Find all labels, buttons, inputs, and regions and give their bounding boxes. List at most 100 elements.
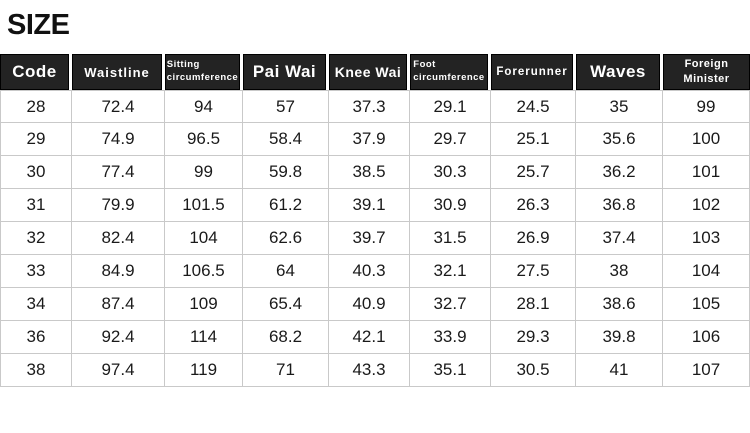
page-title: SIZE bbox=[7, 9, 70, 41]
table-row: 31 79.9 101.5 61.2 39.1 30.9 26.3 36.8 102 bbox=[0, 189, 750, 222]
cell-knee-wai: 39.7 bbox=[329, 222, 410, 255]
cell-code: 30 bbox=[0, 156, 72, 189]
cell-foreign-minister: 102 bbox=[663, 189, 750, 222]
cell-forerunner: 26.3 bbox=[491, 189, 576, 222]
cell-waves: 36.8 bbox=[576, 189, 663, 222]
cell-pai-wai: 64 bbox=[243, 255, 329, 288]
cell-sitting-circumference: 104 bbox=[165, 222, 243, 255]
cell-sitting-circumference: 106.5 bbox=[165, 255, 243, 288]
cell-knee-wai: 38.5 bbox=[329, 156, 410, 189]
table-row: 28 72.4 94 57 37.3 29.1 24.5 35 99 bbox=[0, 90, 750, 123]
cell-foot-circumference: 29.1 bbox=[410, 90, 491, 123]
table-row: 32 82.4 104 62.6 39.7 31.5 26.9 37.4 103 bbox=[0, 222, 750, 255]
size-table: Code Waistline Sitting circumference Pai Wai… bbox=[0, 54, 750, 387]
cell-foot-circumference: 30.3 bbox=[410, 156, 491, 189]
cell-foreign-minister: 101 bbox=[663, 156, 750, 189]
col-header-waves: Waves bbox=[576, 54, 663, 90]
cell-waistline: 79.9 bbox=[72, 189, 165, 222]
cell-pai-wai: 59.8 bbox=[243, 156, 329, 189]
col-header-code: Code bbox=[0, 54, 72, 90]
cell-foot-circumference: 32.1 bbox=[410, 255, 491, 288]
cell-waistline: 72.4 bbox=[72, 90, 165, 123]
cell-knee-wai: 42.1 bbox=[329, 321, 410, 354]
col-header-knee-wai: Knee Wai bbox=[329, 54, 410, 90]
cell-code: 29 bbox=[0, 123, 72, 156]
cell-waistline: 97.4 bbox=[72, 354, 165, 387]
cell-foreign-minister: 99 bbox=[663, 90, 750, 123]
cell-pai-wai: 71 bbox=[243, 354, 329, 387]
cell-waistline: 84.9 bbox=[72, 255, 165, 288]
cell-sitting-circumference: 96.5 bbox=[165, 123, 243, 156]
cell-foreign-minister: 107 bbox=[663, 354, 750, 387]
col-header-lines: Sitting circumference bbox=[166, 59, 239, 83]
cell-knee-wai: 37.9 bbox=[329, 123, 410, 156]
cell-knee-wai: 39.1 bbox=[329, 189, 410, 222]
cell-waistline: 74.9 bbox=[72, 123, 165, 156]
cell-pai-wai: 58.4 bbox=[243, 123, 329, 156]
cell-pai-wai: 57 bbox=[243, 90, 329, 123]
col-header-foot-circumference: Foot circumference bbox=[410, 54, 491, 90]
cell-code: 34 bbox=[0, 288, 72, 321]
cell-forerunner: 29.3 bbox=[491, 321, 576, 354]
cell-knee-wai: 37.3 bbox=[329, 90, 410, 123]
table-row: 34 87.4 109 65.4 40.9 32.7 28.1 38.6 105 bbox=[0, 288, 750, 321]
cell-sitting-circumference: 114 bbox=[165, 321, 243, 354]
cell-knee-wai: 40.3 bbox=[329, 255, 410, 288]
cell-waves: 36.2 bbox=[576, 156, 663, 189]
table-row: 38 97.4 119 71 43.3 35.1 30.5 41 107 bbox=[0, 354, 750, 387]
cell-foot-circumference: 31.5 bbox=[410, 222, 491, 255]
col-header-lines: Foot circumference bbox=[413, 59, 485, 83]
cell-knee-wai: 43.3 bbox=[329, 354, 410, 387]
cell-code: 36 bbox=[0, 321, 72, 354]
cell-waves: 37.4 bbox=[576, 222, 663, 255]
cell-code: 31 bbox=[0, 189, 72, 222]
cell-pai-wai: 61.2 bbox=[243, 189, 329, 222]
cell-foot-circumference: 32.7 bbox=[410, 288, 491, 321]
cell-forerunner: 25.1 bbox=[491, 123, 576, 156]
cell-foot-circumference: 30.9 bbox=[410, 189, 491, 222]
cell-forerunner: 26.9 bbox=[491, 222, 576, 255]
cell-sitting-circumference: 101.5 bbox=[165, 189, 243, 222]
cell-waistline: 77.4 bbox=[72, 156, 165, 189]
cell-code: 28 bbox=[0, 90, 72, 123]
cell-pai-wai: 68.2 bbox=[243, 321, 329, 354]
cell-sitting-circumference: 119 bbox=[165, 354, 243, 387]
col-header-forerunner: Forerunner bbox=[491, 54, 576, 90]
table-row: 30 77.4 99 59.8 38.5 30.3 25.7 36.2 101 bbox=[0, 156, 750, 189]
cell-waves: 41 bbox=[576, 354, 663, 387]
cell-waves: 39.8 bbox=[576, 321, 663, 354]
cell-sitting-circumference: 94 bbox=[165, 90, 243, 123]
cell-pai-wai: 65.4 bbox=[243, 288, 329, 321]
col-header-foreign-minister: Foreign Minister bbox=[663, 54, 750, 90]
cell-foreign-minister: 103 bbox=[663, 222, 750, 255]
cell-foot-circumference: 33.9 bbox=[410, 321, 491, 354]
cell-forerunner: 25.7 bbox=[491, 156, 576, 189]
cell-code: 32 bbox=[0, 222, 72, 255]
cell-waistline: 82.4 bbox=[72, 222, 165, 255]
table-row: 29 74.9 96.5 58.4 37.9 29.7 25.1 35.6 100 bbox=[0, 123, 750, 156]
cell-foreign-minister: 106 bbox=[663, 321, 750, 354]
cell-foot-circumference: 35.1 bbox=[410, 354, 491, 387]
cell-sitting-circumference: 99 bbox=[165, 156, 243, 189]
cell-forerunner: 24.5 bbox=[491, 90, 576, 123]
col-header-waistline: Waistline bbox=[72, 54, 165, 90]
cell-foreign-minister: 105 bbox=[663, 288, 750, 321]
cell-waves: 38.6 bbox=[576, 288, 663, 321]
header-row: Code Waistline Sitting circumference Pai Wai… bbox=[0, 54, 750, 90]
cell-forerunner: 30.5 bbox=[491, 354, 576, 387]
col-header-sitting-circumference: Sitting circumference bbox=[165, 54, 243, 90]
col-header-pai-wai: Pai Wai bbox=[243, 54, 329, 90]
table-row: 36 92.4 114 68.2 42.1 33.9 29.3 39.8 106 bbox=[0, 321, 750, 354]
size-table-body: 28 72.4 94 57 37.3 29.1 24.5 35 99 29 74.9 96.5 58.4… bbox=[0, 90, 750, 387]
cell-foreign-minister: 104 bbox=[663, 255, 750, 288]
cell-sitting-circumference: 109 bbox=[165, 288, 243, 321]
cell-waistline: 92.4 bbox=[72, 321, 165, 354]
cell-pai-wai: 62.6 bbox=[243, 222, 329, 255]
cell-code: 33 bbox=[0, 255, 72, 288]
cell-knee-wai: 40.9 bbox=[329, 288, 410, 321]
cell-foreign-minister: 100 bbox=[663, 123, 750, 156]
cell-waves: 38 bbox=[576, 255, 663, 288]
cell-foot-circumference: 29.7 bbox=[410, 123, 491, 156]
table-row: 33 84.9 106.5 64 40.3 32.1 27.5 38 104 bbox=[0, 255, 750, 288]
cell-waves: 35 bbox=[576, 90, 663, 123]
